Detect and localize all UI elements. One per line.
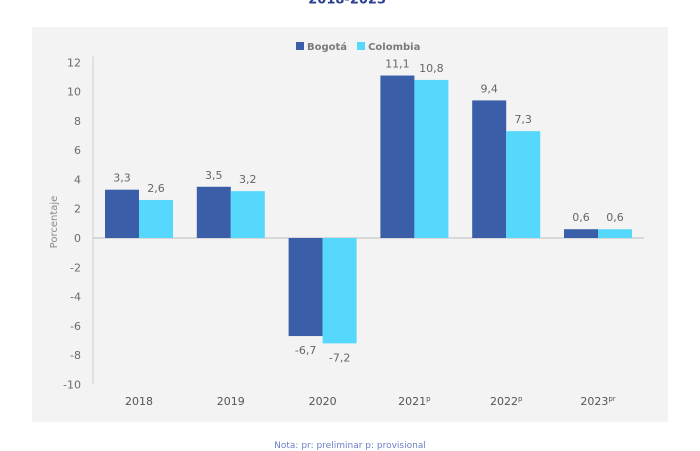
- data-label: 7,3: [514, 113, 532, 126]
- y-tick-label: -6: [70, 320, 81, 333]
- data-label: 0,6: [606, 211, 624, 224]
- data-label: 10,8: [419, 62, 444, 75]
- bar-bogotá-2018: [105, 189, 139, 238]
- x-tick-label: 2022p: [490, 395, 523, 408]
- bar-bogotá-2020: [288, 238, 323, 337]
- bar-colombia-2018: [139, 199, 173, 238]
- y-tick-label: 4: [74, 173, 81, 186]
- y-tick-label: -4: [70, 291, 81, 304]
- y-tick-label: 8: [74, 115, 81, 128]
- data-label: 9,4: [480, 82, 498, 95]
- y-tick-label: 6: [74, 144, 81, 157]
- bar-colombia-2019: [230, 191, 265, 238]
- chart-panel: 12 10 8 6 4 2 0 -2 -4 -6 -8 -10 Porcentaje 3,3 2,6 2018…: [32, 27, 668, 422]
- chart-title: 2018-2023p: [0, 0, 700, 7]
- bar-colombia-2023: [598, 229, 632, 238]
- bar-bogotá-2019: [196, 186, 231, 238]
- y-tick-label: -2: [70, 261, 81, 274]
- data-label: -7,2: [329, 351, 350, 364]
- bar-bogotá-2021: [380, 75, 415, 238]
- data-label: 0,6: [572, 211, 590, 224]
- data-label: 3,3: [113, 172, 131, 185]
- data-label: 3,5: [205, 169, 223, 182]
- title-text: 2018-2023: [308, 0, 386, 7]
- chart-note: Nota: pr: preliminar p: provisional: [274, 441, 426, 451]
- legend-swatch-colombia: [357, 42, 366, 50]
- bar-colombia-2022: [506, 131, 541, 238]
- y-tick-label: 12: [67, 56, 81, 69]
- bar-colombia-2020: [322, 238, 357, 344]
- data-label: 11,1: [385, 58, 410, 71]
- legend-swatch-bogotá: [296, 42, 304, 50]
- y-tick-label: -8: [70, 349, 81, 362]
- y-tick-label: 10: [67, 86, 81, 99]
- bar-bogotá-2022: [472, 100, 507, 238]
- y-axis-label: Porcentaje: [49, 196, 60, 249]
- bar-colombia-2021: [414, 79, 449, 238]
- x-tick-label: 2019: [217, 395, 245, 408]
- data-label: 2,6: [147, 182, 165, 195]
- y-tick-label: 0: [74, 232, 81, 245]
- data-label: 3,2: [239, 173, 256, 186]
- legend-label: Bogotá: [307, 41, 347, 53]
- x-tick-label: 2023pr: [580, 395, 615, 408]
- x-tick-label: 2020: [309, 395, 337, 408]
- y-tick-label: -10: [63, 378, 81, 391]
- y-tick-label: 2: [74, 203, 81, 216]
- x-tick-label: 2021p: [398, 395, 431, 408]
- data-label: -6,7: [295, 344, 316, 357]
- legend-label: Colombia: [368, 42, 420, 53]
- bar-bogotá-2023: [564, 229, 598, 238]
- bar-chart: 12 10 8 6 4 2 0 -2 -4 -6 -8 -10 Porcentaje 3,3 2,6 2018…: [49, 41, 644, 408]
- x-tick-label: 2018: [125, 395, 153, 408]
